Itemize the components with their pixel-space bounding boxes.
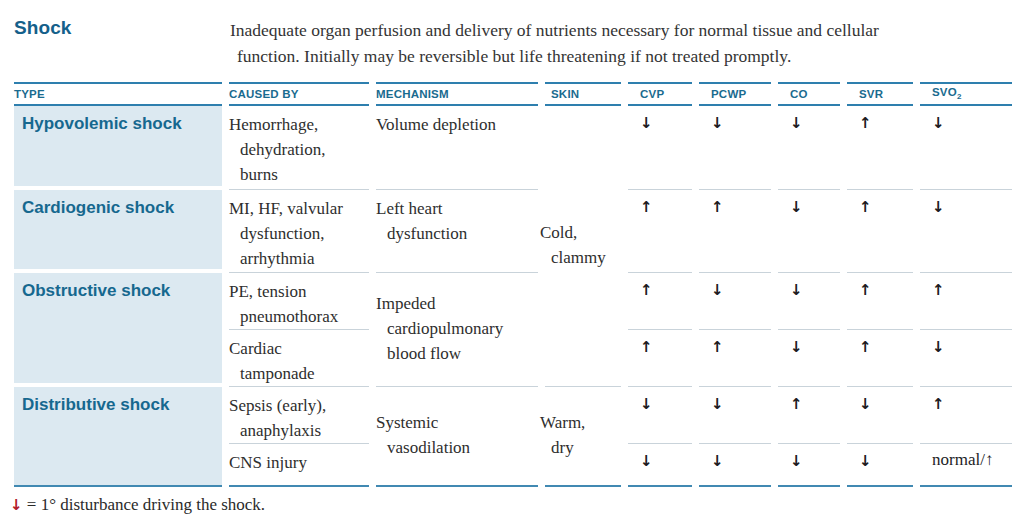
cell-co: ↓	[778, 106, 840, 190]
table-row: Cardiogenic shock MI, HF, valvular dysfu…	[14, 190, 1012, 273]
column-header-co: CO	[778, 82, 840, 106]
table-row: Hypovolemic shock Hemorrhage, dehydratio…	[14, 106, 1012, 190]
cell-skin-cold-clammy: Cold, clammy	[545, 106, 621, 387]
down-arrow-icon: ↓	[10, 496, 23, 514]
cell-skin-warm-dry: Warm, dry	[545, 387, 621, 487]
cell-pcwp: ↓	[699, 387, 771, 444]
column-header-pcwp: PCWP	[699, 82, 771, 106]
cell-svo2: ↑	[920, 387, 1012, 444]
cell-mechanism: Systemic vasodilation	[376, 387, 538, 487]
page-title: Shock	[0, 17, 216, 82]
svo2-subscript: 2	[957, 93, 962, 102]
cell-co: ↑	[778, 387, 840, 444]
cell-cvp: ↑	[628, 273, 692, 330]
cell-caused-by: MI, HF, valvular dysfunction, arrhythmia	[229, 190, 369, 273]
cell-pcwp: ↑	[699, 190, 771, 273]
column-header-skin: SKIN	[545, 82, 621, 106]
cell-caused-by: Hemorrhage, dehydration, burns	[229, 106, 369, 190]
cell-type-distributive: Distributive shock	[14, 387, 222, 487]
cell-co: ↓	[778, 444, 840, 487]
cell-co: ↓	[778, 190, 840, 273]
cell-caused-by: Sepsis (early), anaphylaxis	[229, 387, 369, 444]
cell-type-obstructive: Obstructive shock	[14, 273, 222, 387]
table-row: Distributive shock Sepsis (early), anaph…	[14, 387, 1012, 444]
cell-mechanism: Impeded cardiopulmonary blood flow	[376, 273, 538, 387]
cell-svo2: ↓	[920, 106, 1012, 190]
cell-caused-by: PE, tension pneumothorax	[229, 273, 369, 330]
cell-cvp: ↑	[628, 330, 692, 387]
table-row: Obstructive shock PE, tension pneumothor…	[14, 273, 1012, 330]
cell-caused-by: Cardiac tamponade	[229, 330, 369, 387]
cell-cvp: ↓	[628, 387, 692, 444]
cell-svo2: ↑	[920, 273, 1012, 330]
cell-caused-by: CNS injury	[229, 444, 369, 487]
shock-table: TYPE CAUSED BY MECHANISM SKIN CVP PCWP C…	[7, 82, 1019, 487]
cell-co: ↓	[778, 330, 840, 387]
table-header-row: TYPE CAUSED BY MECHANISM SKIN CVP PCWP C…	[14, 82, 1012, 106]
cell-cvp: ↑	[628, 190, 692, 273]
column-header-mechanism: MECHANISM	[376, 82, 538, 106]
cell-pcwp: ↓	[699, 106, 771, 190]
cell-pcwp: ↓	[699, 273, 771, 330]
column-header-cvp: CVP	[628, 82, 692, 106]
cell-co: ↓	[778, 273, 840, 330]
footnote: ↓ = 1° disturbance driving the shock.	[10, 495, 1030, 514]
cell-mechanism: Volume depletion	[376, 106, 538, 190]
shock-description: Inadequate organ perfusion and delivery …	[216, 17, 1030, 82]
cell-svr: ↑	[847, 106, 913, 190]
header-block: Shock Inadequate organ perfusion and del…	[0, 0, 1030, 82]
column-header-svr: SVR	[847, 82, 913, 106]
column-header-svo2: SVO2	[920, 82, 1012, 106]
cell-type-hypovolemic: Hypovolemic shock	[14, 106, 222, 190]
footnote-text: = 1° disturbance driving the shock.	[23, 495, 266, 514]
cell-svr: ↑	[847, 273, 913, 330]
cell-pcwp: ↓	[699, 444, 771, 487]
cell-pcwp: ↑	[699, 330, 771, 387]
cell-svr: ↑	[847, 330, 913, 387]
column-header-type: TYPE	[14, 82, 222, 106]
cell-mechanism: Left heart dysfunction	[376, 190, 538, 273]
cell-svo2: ↓	[920, 330, 1012, 387]
cell-svr: ↓	[847, 387, 913, 444]
cell-svr: ↑	[847, 190, 913, 273]
cell-type-cardiogenic: Cardiogenic shock	[14, 190, 222, 273]
cell-cvp: ↓	[628, 106, 692, 190]
cell-cvp: ↓	[628, 444, 692, 487]
cell-svo2: ↓	[920, 190, 1012, 273]
cell-svo2: normal/↑	[920, 444, 1012, 487]
cell-svr: ↓	[847, 444, 913, 487]
column-header-caused-by: CAUSED BY	[229, 82, 369, 106]
